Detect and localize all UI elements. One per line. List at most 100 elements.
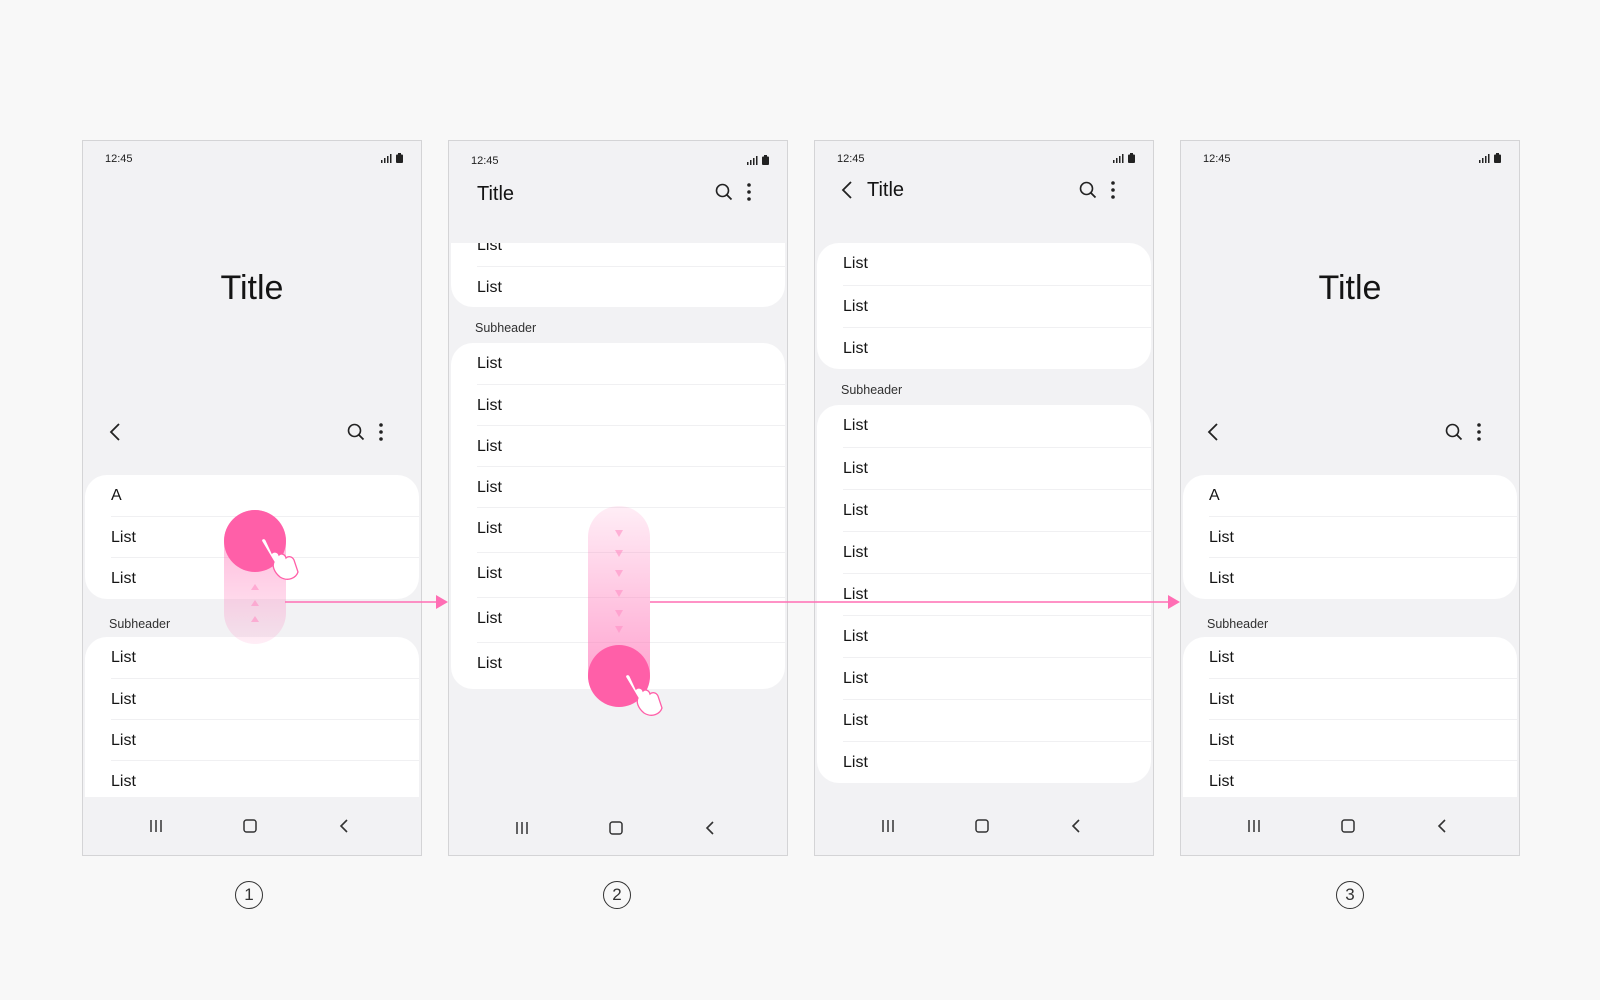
list-item[interactable]: List (477, 384, 785, 426)
list-card: List List List List List List List List (451, 343, 785, 689)
list-item[interactable]: List (477, 597, 785, 639)
list-item[interactable]: List (1209, 760, 1517, 802)
list-item[interactable]: List (477, 425, 785, 467)
list-item[interactable]: List (843, 741, 1151, 783)
subheader: Subheader (1207, 617, 1269, 631)
list-item[interactable]: List (843, 657, 1151, 699)
list-card: List List List (817, 243, 1151, 369)
nav-back-icon[interactable] (1065, 815, 1087, 837)
search-icon[interactable] (1077, 179, 1099, 201)
list-item[interactable]: List (843, 285, 1151, 327)
list-item[interactable]: List (477, 642, 785, 684)
list-item[interactable]: List (843, 615, 1151, 657)
battery-icon (762, 155, 769, 165)
screen-4: 12:45 Title A List List Subheader List L… (1180, 140, 1520, 856)
subheader: Subheader (109, 617, 171, 631)
toolbar (83, 417, 421, 447)
list-item[interactable]: List (1209, 649, 1234, 666)
list-card: A List List (85, 475, 419, 599)
screen-2: 12:45 Title List List Subheader List Lis… (448, 140, 788, 856)
navigation-bar (449, 797, 787, 855)
list-item[interactable]: List (1209, 678, 1517, 720)
nav-back-icon[interactable] (1431, 815, 1453, 837)
search-icon[interactable] (1443, 421, 1465, 443)
nav-back-icon[interactable] (699, 817, 721, 839)
list-item-index[interactable]: A (111, 487, 122, 504)
status-time: 12:45 (105, 153, 133, 165)
recents-icon[interactable] (1243, 815, 1265, 837)
large-title: Title (1318, 269, 1382, 307)
list-item[interactable]: List (843, 699, 1151, 741)
step-label-1: 1 (235, 881, 263, 909)
subheader: Subheader (475, 321, 537, 335)
signal-icon (1113, 153, 1124, 163)
more-vert-icon[interactable] (1471, 421, 1487, 443)
more-vert-icon[interactable] (741, 181, 757, 203)
list-item[interactable]: List (477, 466, 785, 508)
list-item[interactable]: List (477, 507, 785, 549)
search-icon[interactable] (345, 421, 367, 443)
home-icon[interactable] (239, 815, 261, 837)
home-icon[interactable] (1337, 815, 1359, 837)
list-item[interactable]: List (1209, 719, 1517, 761)
status-time: 12:45 (1203, 153, 1231, 165)
list-item[interactable]: List (1209, 557, 1517, 599)
status-time: 12:45 (837, 153, 865, 165)
list-card: List List List List List List List List … (817, 405, 1151, 783)
more-vert-icon[interactable] (1105, 179, 1121, 201)
home-icon[interactable] (605, 817, 627, 839)
recents-icon[interactable] (145, 815, 167, 837)
home-icon[interactable] (971, 815, 993, 837)
status-time: 12:45 (471, 155, 499, 167)
list-item[interactable]: List (843, 531, 1151, 573)
subheader: Subheader (841, 383, 903, 397)
appbar-title: Title (867, 179, 905, 201)
list-item[interactable]: List (843, 447, 1151, 489)
more-vert-icon[interactable] (373, 421, 389, 443)
status-bar: 12:45 (837, 153, 1135, 169)
nav-back-icon[interactable] (333, 815, 355, 837)
list-item[interactable]: List (477, 552, 785, 594)
navigation-bar (83, 797, 421, 855)
signal-icon (381, 153, 392, 163)
list-item[interactable]: List (477, 266, 785, 308)
battery-icon (1494, 153, 1501, 163)
battery-icon (396, 153, 403, 163)
navigation-bar (815, 797, 1153, 855)
list-item[interactable]: List (111, 760, 419, 802)
step-label-3: 3 (1336, 881, 1364, 909)
list-item[interactable]: List (111, 719, 419, 761)
appbar-title: Title (477, 183, 515, 205)
list-item[interactable]: List (111, 557, 419, 599)
screen-1: 12:45 Title A List List Subheader List L… (82, 140, 422, 856)
navigation-bar (1181, 797, 1519, 855)
list-card: A List List (1183, 475, 1517, 599)
list-item[interactable]: List (111, 678, 419, 720)
list-item[interactable]: List (843, 327, 1151, 369)
back-arrow-icon[interactable] (105, 421, 125, 443)
list-card: List List (451, 243, 785, 307)
signal-icon (747, 155, 758, 165)
list-item[interactable]: List (111, 649, 136, 666)
recents-icon[interactable] (877, 815, 899, 837)
step-label-2: 2 (603, 881, 631, 909)
list-item[interactable]: List (843, 417, 868, 434)
status-bar: 12:45 (1203, 153, 1501, 169)
large-title: Title (220, 269, 284, 307)
list-item[interactable]: List (1209, 516, 1517, 558)
recents-icon[interactable] (511, 817, 533, 839)
back-arrow-icon[interactable] (837, 179, 857, 201)
signal-icon (1479, 153, 1490, 163)
screen-3: 12:45 Title List List List Subheader Lis… (814, 140, 1154, 856)
list-item-index[interactable]: A (1209, 487, 1220, 504)
list-item[interactable]: List (843, 573, 1151, 615)
list-item[interactable]: List (477, 355, 502, 372)
back-arrow-icon[interactable] (1203, 421, 1223, 443)
scroll-region[interactable]: List List Subheader List List List List … (449, 243, 787, 797)
status-bar: 12:45 (471, 155, 769, 171)
search-icon[interactable] (713, 181, 735, 203)
list-item[interactable]: List (843, 489, 1151, 531)
list-item[interactable]: List (843, 255, 868, 272)
list-item[interactable]: List (477, 243, 502, 254)
list-item[interactable]: List (111, 516, 419, 558)
